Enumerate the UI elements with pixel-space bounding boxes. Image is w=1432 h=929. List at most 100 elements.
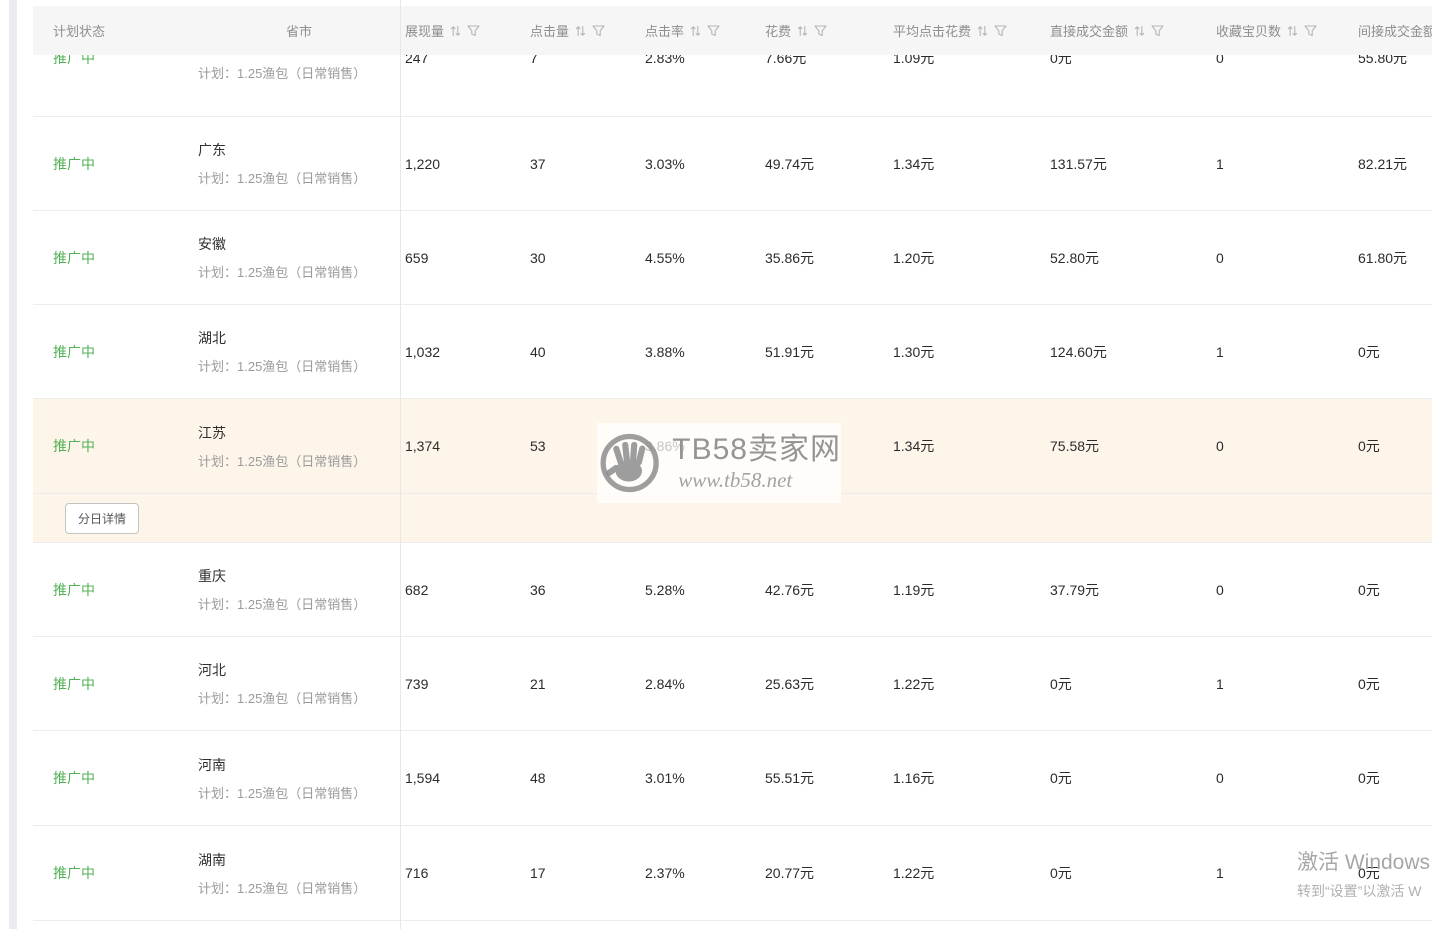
windows-activation-title: 激活 Windows xyxy=(1297,851,1431,874)
plan-name: 计划：1.25渔包（日常销售） xyxy=(198,265,367,280)
windows-activation-watermark: 激活 Windows 转到“设置”以激活 W xyxy=(1297,846,1430,901)
daily-detail-button[interactable]: 分日详情 xyxy=(65,502,140,534)
plan-name: 计划：1.25渔包（日常销售） xyxy=(198,65,367,81)
plan-name: 计划：1.25渔包（日常销售） xyxy=(198,597,367,612)
cost-value: 25.63元 xyxy=(765,675,815,692)
avg-click-cost-value: 1.34元 xyxy=(893,438,935,454)
table-row: 推广中 河北 计划：1.25渔包（日常销售） 739 21 2.84% 25.6… xyxy=(33,637,1432,731)
cost-value: 35.86元 xyxy=(765,249,815,266)
direct-transaction-value: 37.79元 xyxy=(1050,581,1100,598)
indirect-transaction-value: 0元 xyxy=(1358,343,1380,360)
filter-icon[interactable] xyxy=(1304,24,1317,37)
impressions-value: 1,374 xyxy=(405,438,441,454)
column-header-avg-click-cost: 平均点击花费 xyxy=(893,21,1050,40)
impressions-value: 1,220 xyxy=(405,155,441,172)
clicks-value: 7 xyxy=(530,55,538,66)
column-label: 省市 xyxy=(285,24,312,39)
impressions-value: 247 xyxy=(405,55,429,66)
sort-icon[interactable] xyxy=(575,25,586,37)
province-name: 河北 xyxy=(198,662,226,678)
sort-icon[interactable] xyxy=(1287,25,1298,37)
vertical-scrollbar[interactable] xyxy=(9,0,17,929)
plan-status-cell: 推广中 xyxy=(33,211,198,304)
column-label: 点击率 xyxy=(645,24,685,39)
province-name: 重庆 xyxy=(198,568,226,584)
fixed-column-divider xyxy=(400,0,401,929)
plan-status-cell: 推广中 xyxy=(33,826,198,920)
clicks-value: 30 xyxy=(530,249,546,266)
column-label: 间接成交金额 xyxy=(1358,24,1432,39)
sort-icon[interactable] xyxy=(1134,25,1145,37)
clicks-value: 37 xyxy=(530,155,546,172)
clicks-value: 17 xyxy=(530,865,546,881)
column-label: 计划状态 xyxy=(53,24,106,39)
column-label: 花费 xyxy=(765,24,792,39)
indirect-transaction-value: 0元 xyxy=(1358,770,1380,786)
province-cell: 广东 计划：1.25渔包（日常销售） xyxy=(198,117,400,210)
province-cell: 计划：1.25渔包（日常销售） xyxy=(198,55,400,105)
column-header-indirect-transaction: 间接成交金额 xyxy=(1348,21,1432,40)
sort-icon[interactable] xyxy=(450,25,461,37)
cost-value: 42.76元 xyxy=(765,581,815,598)
impressions-value: 739 xyxy=(405,675,429,692)
avg-click-cost-value: 1.22元 xyxy=(893,865,935,881)
indirect-transaction-value: 0元 xyxy=(1358,675,1380,692)
avg-click-cost-value: 1.09元 xyxy=(893,55,935,66)
favorites-value: 1 xyxy=(1216,155,1224,172)
plan-name: 计划：1.25渔包（日常销售） xyxy=(198,171,367,186)
cost-value: 49.74元 xyxy=(765,155,815,172)
filter-icon[interactable] xyxy=(592,24,605,37)
ctr-value: 2.83% xyxy=(645,55,685,66)
column-header-plan-status: 计划状态 xyxy=(33,21,198,40)
ctr-value: 3.03% xyxy=(645,155,685,172)
status-badge: 推广中 xyxy=(53,581,95,598)
indirect-transaction-value: 0元 xyxy=(1358,865,1380,881)
province-name: 广东 xyxy=(198,142,226,158)
filter-icon[interactable] xyxy=(814,24,827,37)
direct-transaction-value: 52.80元 xyxy=(1050,249,1100,266)
column-label: 直接成交金额 xyxy=(1050,24,1129,39)
impressions-value: 682 xyxy=(405,581,429,598)
column-header-favorites: 收藏宝贝数 xyxy=(1213,21,1348,40)
plan-name: 计划：1.25渔包（日常销售） xyxy=(198,453,367,469)
column-header-cost: 花费 xyxy=(765,21,893,40)
filter-icon[interactable] xyxy=(707,24,720,37)
province-name: 湖南 xyxy=(198,851,226,868)
plan-name: 计划：1.25渔包（日常销售） xyxy=(198,785,367,801)
avg-click-cost-value: 1.22元 xyxy=(893,675,935,692)
ctr-value: 4.55% xyxy=(645,249,685,266)
column-label: 收藏宝贝数 xyxy=(1216,24,1282,39)
next-row-sliver xyxy=(33,921,1432,929)
province-cell: 湖南 计划：1.25渔包（日常销售） xyxy=(198,826,400,920)
cost-value: 55.51元 xyxy=(765,770,815,786)
sort-icon[interactable] xyxy=(690,25,701,37)
ctr-value: 3.01% xyxy=(645,770,685,786)
indirect-transaction-value: 0元 xyxy=(1358,438,1380,454)
favorites-value: 0 xyxy=(1216,55,1224,66)
clicks-value: 21 xyxy=(530,675,546,692)
filter-icon[interactable] xyxy=(994,24,1007,37)
province-name: 河南 xyxy=(198,756,226,773)
plan-name: 计划：1.25渔包（日常销售） xyxy=(198,359,367,374)
direct-transaction-value: 124.60元 xyxy=(1050,343,1107,360)
direct-transaction-value: 0元 xyxy=(1050,770,1072,786)
favorites-value: 1 xyxy=(1216,865,1224,881)
ctr-value: 3.88% xyxy=(645,343,685,360)
filter-icon[interactable] xyxy=(467,24,480,37)
clicks-value: 48 xyxy=(530,770,546,786)
column-label: 展现量 xyxy=(405,24,445,39)
filter-icon[interactable] xyxy=(1151,24,1164,37)
sort-icon[interactable] xyxy=(977,25,988,37)
indirect-transaction-value: 82.21元 xyxy=(1358,155,1408,172)
table-header-row: 计划状态 省市 展现量 点击量 点击率 花费 xyxy=(33,6,1432,55)
table-row: 推广中 重庆 计划：1.25渔包（日常销售） 682 36 5.28% 42.7… xyxy=(33,543,1432,637)
sort-icon[interactable] xyxy=(797,25,808,37)
cost-value: 20.77元 xyxy=(765,865,815,881)
plan-name: 计划：1.25渔包（日常销售） xyxy=(198,880,367,896)
avg-click-cost-value: 1.30元 xyxy=(893,343,935,360)
impressions-value: 716 xyxy=(405,865,429,881)
status-badge: 推广中 xyxy=(53,343,95,360)
plan-status-cell: 推广中 xyxy=(33,637,198,730)
direct-transaction-value: 0元 xyxy=(1050,865,1072,881)
